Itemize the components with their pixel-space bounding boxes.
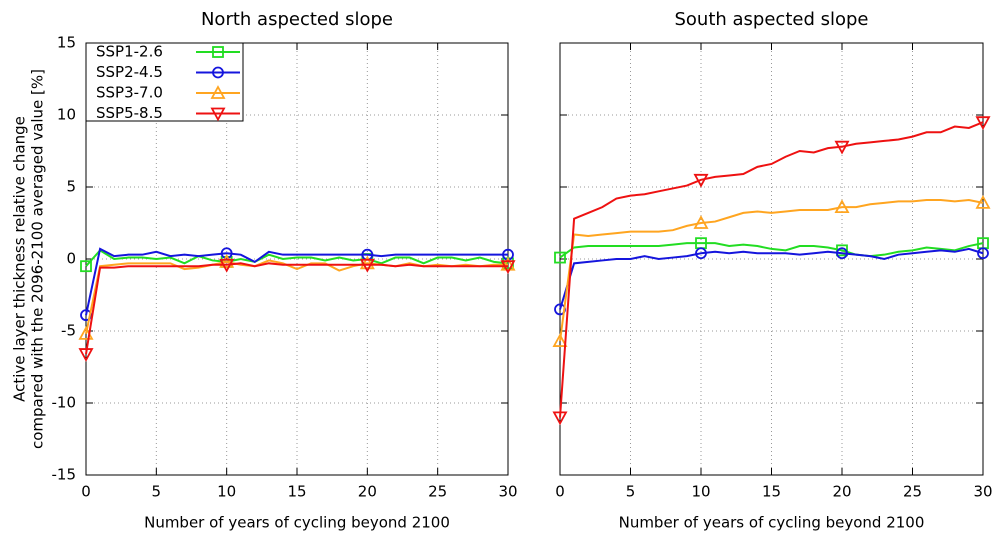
x-tick-label: 0 xyxy=(81,483,91,501)
marker xyxy=(359,258,375,273)
series-line xyxy=(559,198,984,342)
x-tick-label: 15 xyxy=(762,483,781,501)
series-line xyxy=(85,247,508,316)
series-line xyxy=(85,249,509,267)
y-axis-label: compared with the 2096-2100 averaged val… xyxy=(29,69,47,449)
x-tick-label: 0 xyxy=(555,483,565,501)
y-tick-label: -10 xyxy=(52,394,77,412)
marker xyxy=(836,247,848,260)
marker xyxy=(220,247,233,260)
marker xyxy=(693,215,709,229)
legend-label: SSP3-7.0 xyxy=(96,84,163,102)
x-tick-label: 5 xyxy=(152,483,162,501)
x-tick-label: 25 xyxy=(903,483,922,501)
marker xyxy=(695,247,707,260)
marker xyxy=(219,258,235,273)
series-line xyxy=(559,242,984,259)
legend-label: SSP1-2.6 xyxy=(96,43,163,61)
x-axis-label: Number of years of cycling beyond 2100 xyxy=(619,514,925,532)
marker xyxy=(212,46,224,58)
legend-label: SSP5-8.5 xyxy=(96,104,163,122)
x-tick-label: 20 xyxy=(358,483,377,501)
x-tick-label: 25 xyxy=(428,483,447,501)
series-line xyxy=(559,247,984,310)
panel-title: North aspected slope xyxy=(201,9,393,30)
x-tick-label: 30 xyxy=(498,483,517,501)
marker xyxy=(80,309,92,322)
marker xyxy=(80,260,92,273)
x-tick-label: 20 xyxy=(832,483,851,501)
y-tick-label: 15 xyxy=(57,34,76,52)
marker xyxy=(977,247,989,260)
x-tick-label: 30 xyxy=(973,483,992,501)
marker xyxy=(212,66,224,79)
marker xyxy=(552,411,568,426)
marker xyxy=(834,140,850,155)
x-axis-label: Number of years of cycling beyond 2100 xyxy=(144,514,450,532)
panel-title: South aspected slope xyxy=(674,9,868,30)
y-tick-label: -15 xyxy=(52,466,77,484)
y-tick-label: 5 xyxy=(66,178,76,196)
y-tick-label: -5 xyxy=(61,322,76,340)
legend-label: SSP2-4.5 xyxy=(96,63,163,81)
marker xyxy=(500,260,516,275)
marker xyxy=(500,256,516,271)
marker xyxy=(975,116,991,131)
marker xyxy=(359,255,375,270)
marker xyxy=(78,348,94,362)
marker xyxy=(219,254,235,268)
marker xyxy=(554,251,566,264)
series-line xyxy=(85,262,508,355)
series-line xyxy=(85,259,508,335)
y-tick-label: 0 xyxy=(66,250,76,268)
marker xyxy=(693,173,709,188)
x-tick-label: 10 xyxy=(691,483,710,501)
marker xyxy=(975,194,991,209)
series-line xyxy=(559,121,984,418)
x-tick-label: 5 xyxy=(626,483,636,501)
y-axis-label: Active layer thickness relative change xyxy=(11,116,29,402)
x-tick-label: 15 xyxy=(287,483,306,501)
marker xyxy=(210,85,226,99)
marker xyxy=(834,199,850,214)
y-tick-label: 10 xyxy=(57,106,76,124)
marker xyxy=(552,333,568,347)
x-tick-label: 10 xyxy=(217,483,236,501)
marker xyxy=(210,107,226,122)
